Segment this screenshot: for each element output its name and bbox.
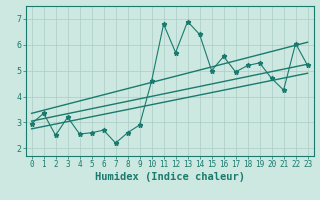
X-axis label: Humidex (Indice chaleur): Humidex (Indice chaleur)	[95, 172, 244, 182]
